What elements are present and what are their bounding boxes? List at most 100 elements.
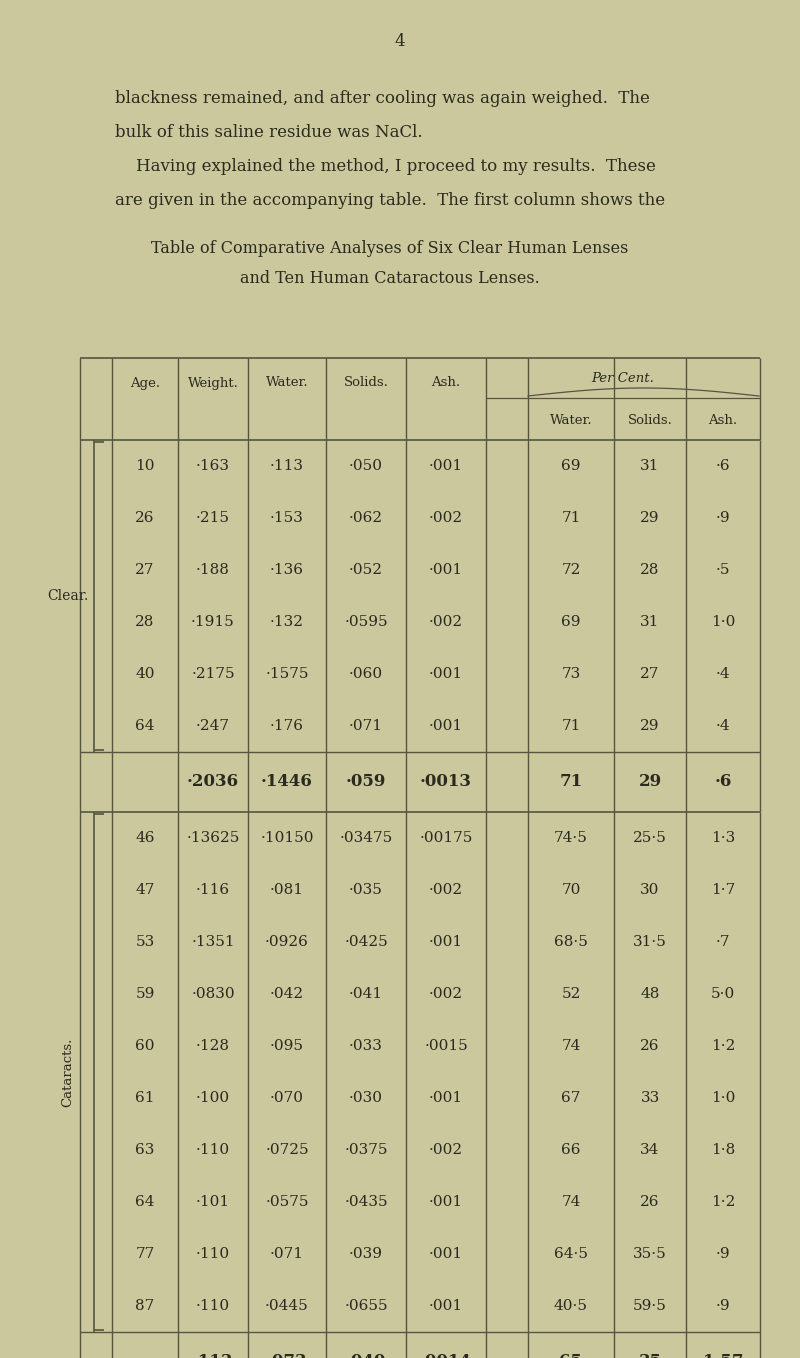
Text: Water.: Water. <box>550 414 592 428</box>
Text: ·113: ·113 <box>270 459 304 473</box>
Text: 28: 28 <box>135 615 154 629</box>
Text: 30: 30 <box>640 883 660 898</box>
Text: 40: 40 <box>135 667 154 680</box>
Text: ·0575: ·0575 <box>266 1195 309 1209</box>
Text: 46: 46 <box>135 831 154 845</box>
Text: ·0595: ·0595 <box>344 615 388 629</box>
Text: ·247: ·247 <box>196 718 230 733</box>
Text: ·030: ·030 <box>349 1090 383 1105</box>
Text: ·6: ·6 <box>714 774 732 790</box>
Text: 77: 77 <box>135 1247 154 1262</box>
Text: ·0435: ·0435 <box>344 1195 388 1209</box>
Text: and Ten Human Cataractous Lenses.: and Ten Human Cataractous Lenses. <box>240 270 540 287</box>
Text: 31: 31 <box>640 615 660 629</box>
Text: ·002: ·002 <box>429 987 463 1001</box>
Text: Cataracts.: Cataracts. <box>62 1038 74 1107</box>
Text: 31: 31 <box>640 459 660 473</box>
Text: ·071: ·071 <box>270 1247 304 1262</box>
Text: ·10150: ·10150 <box>260 831 314 845</box>
Text: ·073: ·073 <box>266 1354 307 1358</box>
Text: ·001: ·001 <box>429 936 463 949</box>
Text: ·050: ·050 <box>349 459 383 473</box>
Text: ·5: ·5 <box>716 564 730 577</box>
Text: Table of Comparative Analyses of Six Clear Human Lenses: Table of Comparative Analyses of Six Cle… <box>151 240 629 257</box>
Text: ·0725: ·0725 <box>265 1143 309 1157</box>
Text: 69: 69 <box>562 615 581 629</box>
Text: 71: 71 <box>559 774 582 790</box>
Text: Per Cent.: Per Cent. <box>591 372 654 384</box>
Text: ·188: ·188 <box>196 564 230 577</box>
Text: 66: 66 <box>562 1143 581 1157</box>
Text: 26: 26 <box>640 1039 660 1052</box>
Text: ·001: ·001 <box>429 1195 463 1209</box>
Text: 63: 63 <box>135 1143 154 1157</box>
Text: ·071: ·071 <box>349 718 383 733</box>
Text: 1·0: 1·0 <box>711 1090 735 1105</box>
Text: 25·5: 25·5 <box>633 831 667 845</box>
Text: ·002: ·002 <box>429 883 463 898</box>
Text: 68·5: 68·5 <box>554 936 588 949</box>
Text: 1·3: 1·3 <box>711 831 735 845</box>
Text: Weight.: Weight. <box>187 376 238 390</box>
Text: 74·5: 74·5 <box>554 831 588 845</box>
Text: 10: 10 <box>135 459 154 473</box>
Text: ·0375: ·0375 <box>344 1143 388 1157</box>
Text: 1·0: 1·0 <box>711 615 735 629</box>
Text: 67: 67 <box>562 1090 581 1105</box>
Text: ·0830: ·0830 <box>191 987 235 1001</box>
Text: ·0015: ·0015 <box>424 1039 468 1052</box>
Text: 1·2: 1·2 <box>711 1039 735 1052</box>
Text: 34: 34 <box>640 1143 660 1157</box>
Text: ·062: ·062 <box>349 511 383 526</box>
Text: ·13625: ·13625 <box>186 831 240 845</box>
Text: ·052: ·052 <box>349 564 383 577</box>
Text: ·033: ·033 <box>349 1039 383 1052</box>
Text: Solids.: Solids. <box>343 376 389 390</box>
Text: 28: 28 <box>640 564 660 577</box>
Text: Ash.: Ash. <box>431 376 461 390</box>
Text: 71: 71 <box>562 511 581 526</box>
Text: 31·5: 31·5 <box>633 936 667 949</box>
Text: 65: 65 <box>559 1354 582 1358</box>
Text: 64: 64 <box>135 718 154 733</box>
Text: 26: 26 <box>640 1195 660 1209</box>
Text: ·1351: ·1351 <box>191 936 235 949</box>
Text: ·0014: ·0014 <box>420 1354 472 1358</box>
Text: ·2036: ·2036 <box>187 774 239 790</box>
Text: 1·2: 1·2 <box>711 1195 735 1209</box>
Text: ·153: ·153 <box>270 511 304 526</box>
Text: ·132: ·132 <box>270 615 304 629</box>
Text: 5·0: 5·0 <box>711 987 735 1001</box>
Text: ·035: ·035 <box>349 883 383 898</box>
Text: 29: 29 <box>640 718 660 733</box>
Text: Clear.: Clear. <box>47 589 89 603</box>
Text: 4: 4 <box>394 34 406 50</box>
Text: ·001: ·001 <box>429 667 463 680</box>
Text: Water.: Water. <box>266 376 308 390</box>
Text: Having explained the method, I proceed to my results.  These: Having explained the method, I proceed t… <box>115 158 656 175</box>
Text: 35·5: 35·5 <box>633 1247 667 1262</box>
Text: ·7: ·7 <box>716 936 730 949</box>
Text: ·00175: ·00175 <box>419 831 473 845</box>
Text: ·002: ·002 <box>429 511 463 526</box>
Text: ·03475: ·03475 <box>339 831 393 845</box>
Text: 61: 61 <box>135 1090 154 1105</box>
Text: 47: 47 <box>135 883 154 898</box>
Text: ·9: ·9 <box>716 511 730 526</box>
Text: ·001: ·001 <box>429 1300 463 1313</box>
Text: 74: 74 <box>562 1039 581 1052</box>
Text: ·001: ·001 <box>429 1247 463 1262</box>
Text: ·0655: ·0655 <box>344 1300 388 1313</box>
Text: ·4: ·4 <box>716 718 730 733</box>
Text: ·039: ·039 <box>349 1247 383 1262</box>
Text: ·6: ·6 <box>716 459 730 473</box>
Text: ·136: ·136 <box>270 564 304 577</box>
Text: ·215: ·215 <box>196 511 230 526</box>
Text: 60: 60 <box>135 1039 154 1052</box>
Text: 64·5: 64·5 <box>554 1247 588 1262</box>
Text: ·163: ·163 <box>196 459 230 473</box>
Text: 70: 70 <box>562 883 581 898</box>
Text: ·040: ·040 <box>346 1354 386 1358</box>
Text: 64: 64 <box>135 1195 154 1209</box>
Text: ·9: ·9 <box>716 1247 730 1262</box>
